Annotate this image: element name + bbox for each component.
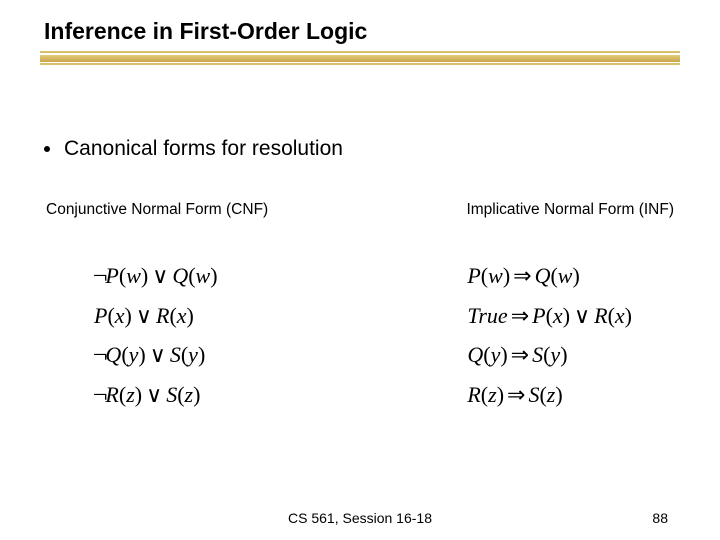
column-labels: Conjunctive Normal Form (CNF) Implicativ…: [44, 201, 676, 219]
bullet-icon: [44, 146, 50, 152]
cnf-line-4: ¬R(z)∨S(z): [94, 380, 218, 410]
cnf-line-2: P(x)∨R(x): [94, 301, 218, 331]
inf-label: Implicative Normal Form (INF): [466, 201, 674, 219]
inf-line-1: P(w)⇒Q(w): [467, 261, 632, 291]
cnf-label: Conjunctive Normal Form (CNF): [46, 201, 268, 219]
title-divider: [40, 51, 680, 65]
inf-line-4: R(z)⇒S(z): [467, 380, 632, 410]
slide-body: Canonical forms for resolution Conjuncti…: [0, 65, 720, 410]
inf-formulas: P(w)⇒Q(w) True⇒P(x)∨R(x) Q(y)⇒S(y) R(z)⇒…: [467, 261, 672, 410]
slide-footer: CS 561, Session 16-18 88: [0, 510, 720, 526]
bullet-text: Canonical forms for resolution: [64, 137, 343, 161]
footer-page-number: 88: [652, 510, 668, 526]
slide-title: Inference in First-Order Logic: [0, 18, 720, 45]
footer-course: CS 561, Session 16-18: [288, 510, 432, 526]
cnf-formulas: ¬P(w)∨Q(w) P(x)∨R(x) ¬Q(y)∨S(y) ¬R(z)∨S(…: [94, 261, 218, 410]
cnf-line-1: ¬P(w)∨Q(w): [94, 261, 218, 291]
cnf-line-3: ¬Q(y)∨S(y): [94, 340, 218, 370]
slide: Inference in First-Order Logic Canonical…: [0, 0, 720, 540]
formula-area: ¬P(w)∨Q(w) P(x)∨R(x) ¬Q(y)∨S(y) ¬R(z)∨S(…: [44, 261, 676, 410]
inf-line-2: True⇒P(x)∨R(x): [467, 301, 632, 331]
inf-line-3: Q(y)⇒S(y): [467, 340, 632, 370]
bullet-item: Canonical forms for resolution: [44, 137, 676, 161]
